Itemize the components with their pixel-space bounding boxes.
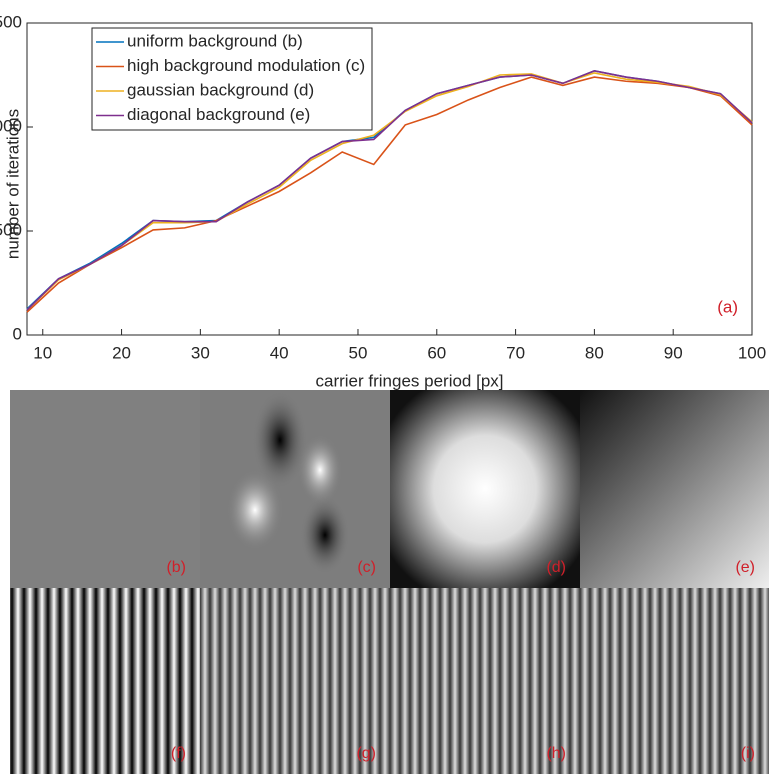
plot-area [26, 22, 753, 336]
x-tick-label: 30 [191, 343, 210, 362]
panel-d [390, 390, 580, 588]
panel-f [10, 588, 200, 774]
x-tick-label: 50 [349, 343, 368, 362]
panel-i [580, 588, 769, 774]
panel-label: (c) [357, 559, 376, 576]
series-line [26, 76, 753, 313]
y-tick-label: 0 [13, 324, 22, 343]
panel-b [10, 390, 200, 588]
panel-label: (i) [741, 745, 755, 762]
blob [227, 470, 283, 550]
y-tick-label: 1500 [0, 12, 22, 31]
panel-label: (f) [171, 745, 186, 762]
series-line [26, 72, 753, 311]
blob [298, 435, 342, 505]
x-tick-label: 90 [664, 343, 683, 362]
legend-label: uniform background (b) [127, 31, 303, 50]
y-axis-label: number of iterations [3, 109, 22, 259]
y-tick-label: 500 [0, 220, 22, 239]
legend-box [91, 27, 373, 131]
x-tick-label: 70 [506, 343, 525, 362]
panel-label: (h) [546, 745, 566, 762]
x-axis-label: carrier fringes period [px] [315, 371, 503, 390]
panel-h [390, 588, 580, 774]
x-tick-label: 60 [427, 343, 446, 362]
panel-label: (e) [735, 559, 755, 576]
series-line [26, 70, 753, 311]
image-panels [10, 390, 769, 774]
panel-label: (d) [546, 559, 566, 576]
x-tick-label: 100 [738, 343, 766, 362]
legend-label: gaussian background (d) [127, 80, 314, 99]
x-tick-label: 80 [585, 343, 604, 362]
blob [252, 390, 308, 490]
x-tick-label: 20 [112, 343, 131, 362]
panel-label: (g) [356, 745, 376, 762]
x-tick-label: 40 [270, 343, 289, 362]
legend-label: high background modulation (c) [127, 56, 365, 75]
legend-label: diagonal background (e) [127, 105, 310, 124]
panel-label: (b) [166, 559, 186, 576]
panel-e [580, 390, 769, 588]
annotation: (a) [717, 297, 738, 316]
blob [300, 495, 350, 575]
panel-g [200, 588, 390, 774]
x-tick-label: 10 [33, 343, 52, 362]
